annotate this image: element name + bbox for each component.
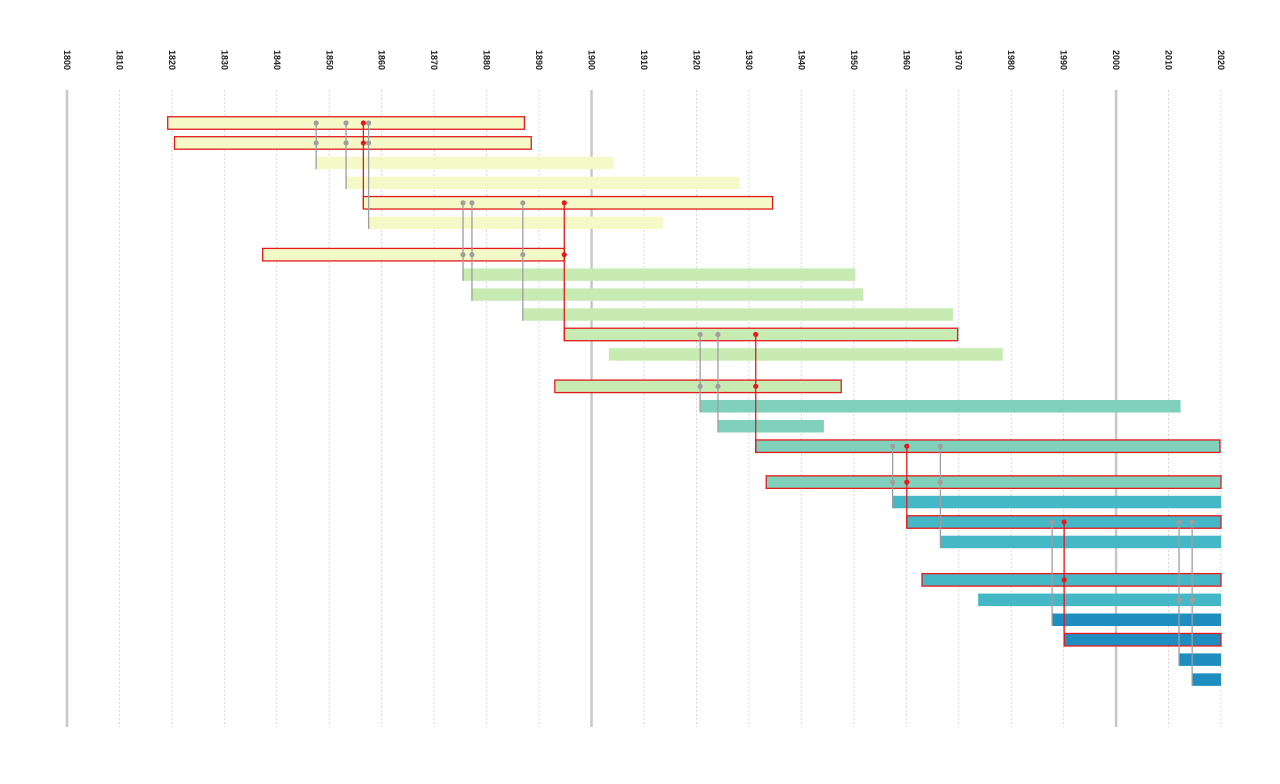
- highlighted-timeline-bar: [1063, 632, 1222, 647]
- x-tick-label: 1950: [849, 50, 859, 70]
- lineage-dot: [313, 140, 319, 146]
- x-tick-label: 1910: [639, 50, 649, 70]
- x-tick-label: 1960: [901, 50, 911, 70]
- timeline-bar: [892, 495, 1221, 509]
- lineage-dot: [366, 120, 372, 126]
- highlighted-lineage-dot: [904, 479, 910, 485]
- lineage-dots: [313, 120, 1195, 603]
- highlighted-lineage-dot: [753, 331, 759, 338]
- timeline-bar: [1179, 653, 1221, 666]
- highlighted-lineage-dot: [753, 383, 759, 389]
- lineage-dot: [1049, 519, 1055, 525]
- lineage-dot: [1189, 519, 1195, 525]
- highlighted-lineage-dot: [360, 120, 366, 126]
- timeline-bar: [522, 308, 953, 321]
- x-tick-label: 2020: [1216, 50, 1226, 70]
- lineage-dot: [469, 252, 475, 258]
- highlighted-timeline-bar: [362, 195, 774, 210]
- highlighted-lineage-dot: [904, 443, 910, 449]
- x-tick-label: 1830: [219, 50, 229, 70]
- lineage-dot: [460, 252, 466, 258]
- lineage-dot: [343, 120, 349, 126]
- x-tick-label: 2010: [1164, 50, 1174, 70]
- x-tick-label: 1940: [796, 50, 806, 70]
- timeline-bar: [463, 268, 856, 281]
- timeline-bar: [978, 593, 1221, 607]
- x-tick-label: 1800: [62, 50, 72, 70]
- x-tick-label: 1810: [114, 50, 124, 70]
- lineage-dot: [460, 200, 466, 206]
- highlighted-lineage-dot: [561, 252, 567, 258]
- timeline-bar: [316, 156, 614, 170]
- timeline-bars: [167, 116, 1222, 686]
- x-tick-label: 1860: [377, 50, 387, 70]
- highlighted-lineage-dot: [360, 140, 366, 146]
- lineage-dot: [1176, 519, 1182, 525]
- timeline-bar: [608, 348, 1003, 361]
- x-tick-label: 1880: [482, 50, 492, 70]
- lineage-dot: [890, 443, 896, 449]
- highlighted-timeline-bar: [755, 439, 1221, 454]
- lineage-dot: [469, 200, 475, 206]
- lineage-dot: [520, 200, 526, 206]
- timeline-bar: [1192, 673, 1221, 686]
- lineage-dot: [1176, 597, 1182, 603]
- highlighted-timeline-bar: [173, 136, 532, 150]
- lineage-dot: [313, 120, 319, 126]
- timeline-bar: [717, 419, 824, 433]
- x-tick-label: 2000: [1111, 50, 1121, 70]
- lineage-dot: [343, 140, 349, 146]
- lineage-dot: [697, 383, 703, 389]
- lineage-dot: [1189, 597, 1195, 603]
- timeline-bar: [700, 400, 1181, 413]
- highlighted-timeline-bar: [563, 327, 959, 342]
- highlighted-lineage-dot: [561, 200, 567, 206]
- x-tick-label: 1840: [272, 50, 282, 70]
- lineage-dot: [520, 252, 526, 258]
- lineage-dot: [890, 479, 896, 485]
- x-axis-tick-labels: 1800 1810 1820 1830 1840 1850 1860 1870 1880 1890…: [62, 50, 1226, 70]
- highlighted-timeline-bar: [765, 475, 1222, 490]
- lineage-links: [315, 123, 1193, 686]
- lineage-dot: [366, 140, 372, 146]
- timeline-bar: [471, 288, 864, 301]
- x-tick-label: 1970: [954, 50, 964, 70]
- x-tick-label: 1990: [1059, 50, 1069, 70]
- x-tick-label: 1870: [429, 50, 439, 70]
- lineage-dot: [715, 331, 721, 338]
- lineage-dot: [937, 479, 943, 485]
- highlighted-lineage-dot: [1061, 519, 1067, 525]
- lineage-dot: [697, 331, 703, 338]
- timeline-bar: [368, 216, 663, 229]
- highlighted-timeline-bar: [921, 572, 1222, 587]
- x-tick-label: 1920: [691, 50, 701, 70]
- timeline-bar: [346, 176, 740, 190]
- x-tick-label: 1980: [1006, 50, 1016, 70]
- x-tick-label: 1820: [167, 50, 177, 70]
- x-tick-label: 1850: [324, 50, 334, 70]
- highlighted-timeline-bar: [262, 247, 565, 262]
- x-tick-label: 1930: [744, 50, 754, 70]
- timeline-bar: [1052, 613, 1221, 627]
- lineage-dot: [937, 443, 943, 449]
- lineage-dot: [715, 383, 721, 389]
- x-tick-label: 1900: [587, 50, 597, 70]
- timeline-bar: [940, 535, 1221, 549]
- highlighted-lineage-dot: [1061, 577, 1067, 583]
- x-tick-label: 1890: [534, 50, 544, 70]
